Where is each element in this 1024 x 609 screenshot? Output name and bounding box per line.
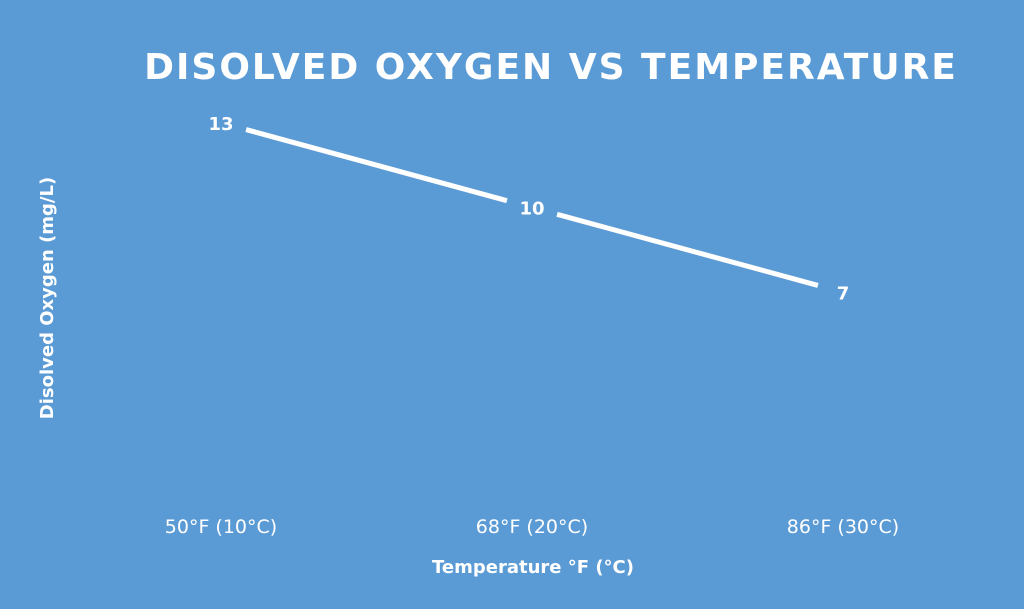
x-tick-label-2: 86°F (30°C) (787, 516, 899, 538)
data-label-1: 10 (519, 199, 544, 220)
x-tick-label-1: 68°F (20°C) (476, 516, 588, 538)
series-line (245, 127, 819, 288)
x-axis-title: Temperature °F (°C) (432, 557, 634, 578)
series-segment-1 (556, 211, 819, 288)
data-labels: 13 10 7 (208, 114, 849, 305)
x-tick-label-0: 50°F (10°C) (165, 516, 277, 538)
chart-title: DISOLVED OXYGEN VS TEMPERATURE (144, 47, 958, 88)
series-segment-0 (245, 127, 508, 204)
data-label-2: 7 (837, 283, 850, 304)
x-axis-ticks: 50°F (10°C) 68°F (20°C) 86°F (30°C) (165, 516, 899, 538)
drop-lines (220, 136, 844, 490)
data-label-0: 13 (208, 114, 233, 135)
y-axis-title: Disolved Oxygen (mg/L) (37, 177, 58, 419)
